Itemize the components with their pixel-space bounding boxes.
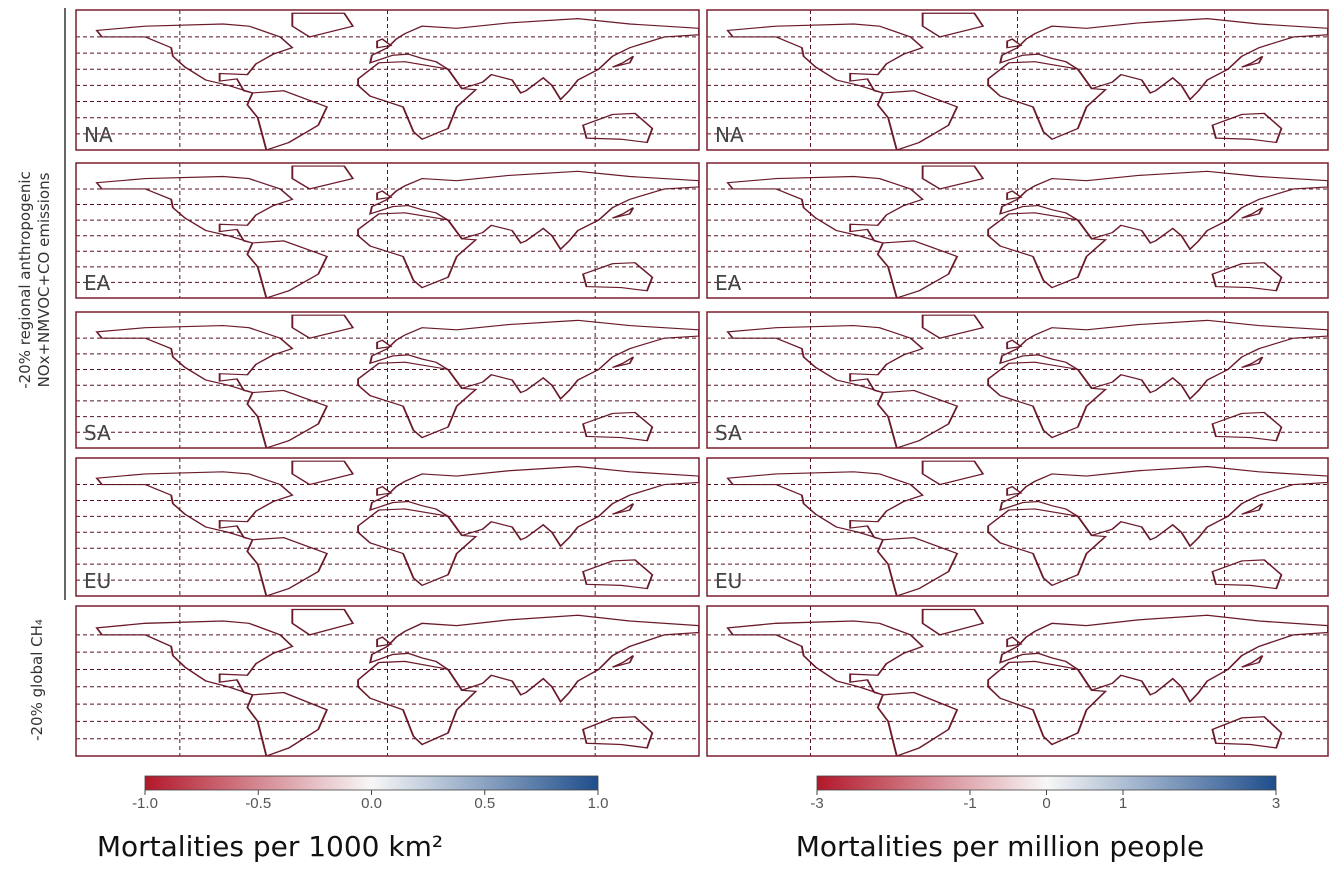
colorbar [817,776,1276,790]
colorbar-title: Mortalities per 1000 km² [97,830,443,863]
colorbar-tick-label: -0.5 [245,795,271,812]
map-panel [707,606,1328,756]
panel-label: NA [715,123,744,147]
row-label: NOx+NMVOC+CO emissions [35,172,53,387]
panel-label: EA [84,271,111,295]
map-panel: NA [76,10,699,150]
colorbar-tick-label: -1 [963,795,976,812]
map-panel: EU [707,458,1328,596]
colorbar-tick-label: 0.5 [474,795,495,812]
colorbar [145,776,598,790]
row-label: -20% regional anthropogenic [16,171,34,389]
panel-label: EU [84,569,111,593]
map-panel: EU [76,458,699,596]
colorbar-tick-label: 0 [1042,795,1050,812]
panel-label: SA [715,421,742,445]
colorbar-tick-label: 1.0 [588,795,609,812]
panel-label: NA [84,123,113,147]
colorbar-tick-label: -1.0 [132,795,158,812]
colorbar-tick-label: 1 [1119,795,1127,812]
map-panel: SA [76,312,699,448]
map-panel: NA [707,10,1328,150]
colorbar-title: Mortalities per million people [796,830,1204,863]
colorbar-tick-label: -3 [810,795,823,812]
map-panel: SA [707,312,1328,448]
colorbar-tick-label: 0.0 [361,795,382,812]
map-panel [76,606,699,756]
colorbar-tick-label: 3 [1272,795,1280,812]
panel-label: EA [715,271,742,295]
panel-label: EU [715,569,742,593]
panel-label: SA [84,421,111,445]
row-label: -20% global CH₄ [28,619,46,741]
map-panel: EA [707,163,1328,298]
figure: -20% regional anthropogenic NOx+NMVOC+CO… [0,0,1334,875]
map-panel: EA [76,163,699,298]
